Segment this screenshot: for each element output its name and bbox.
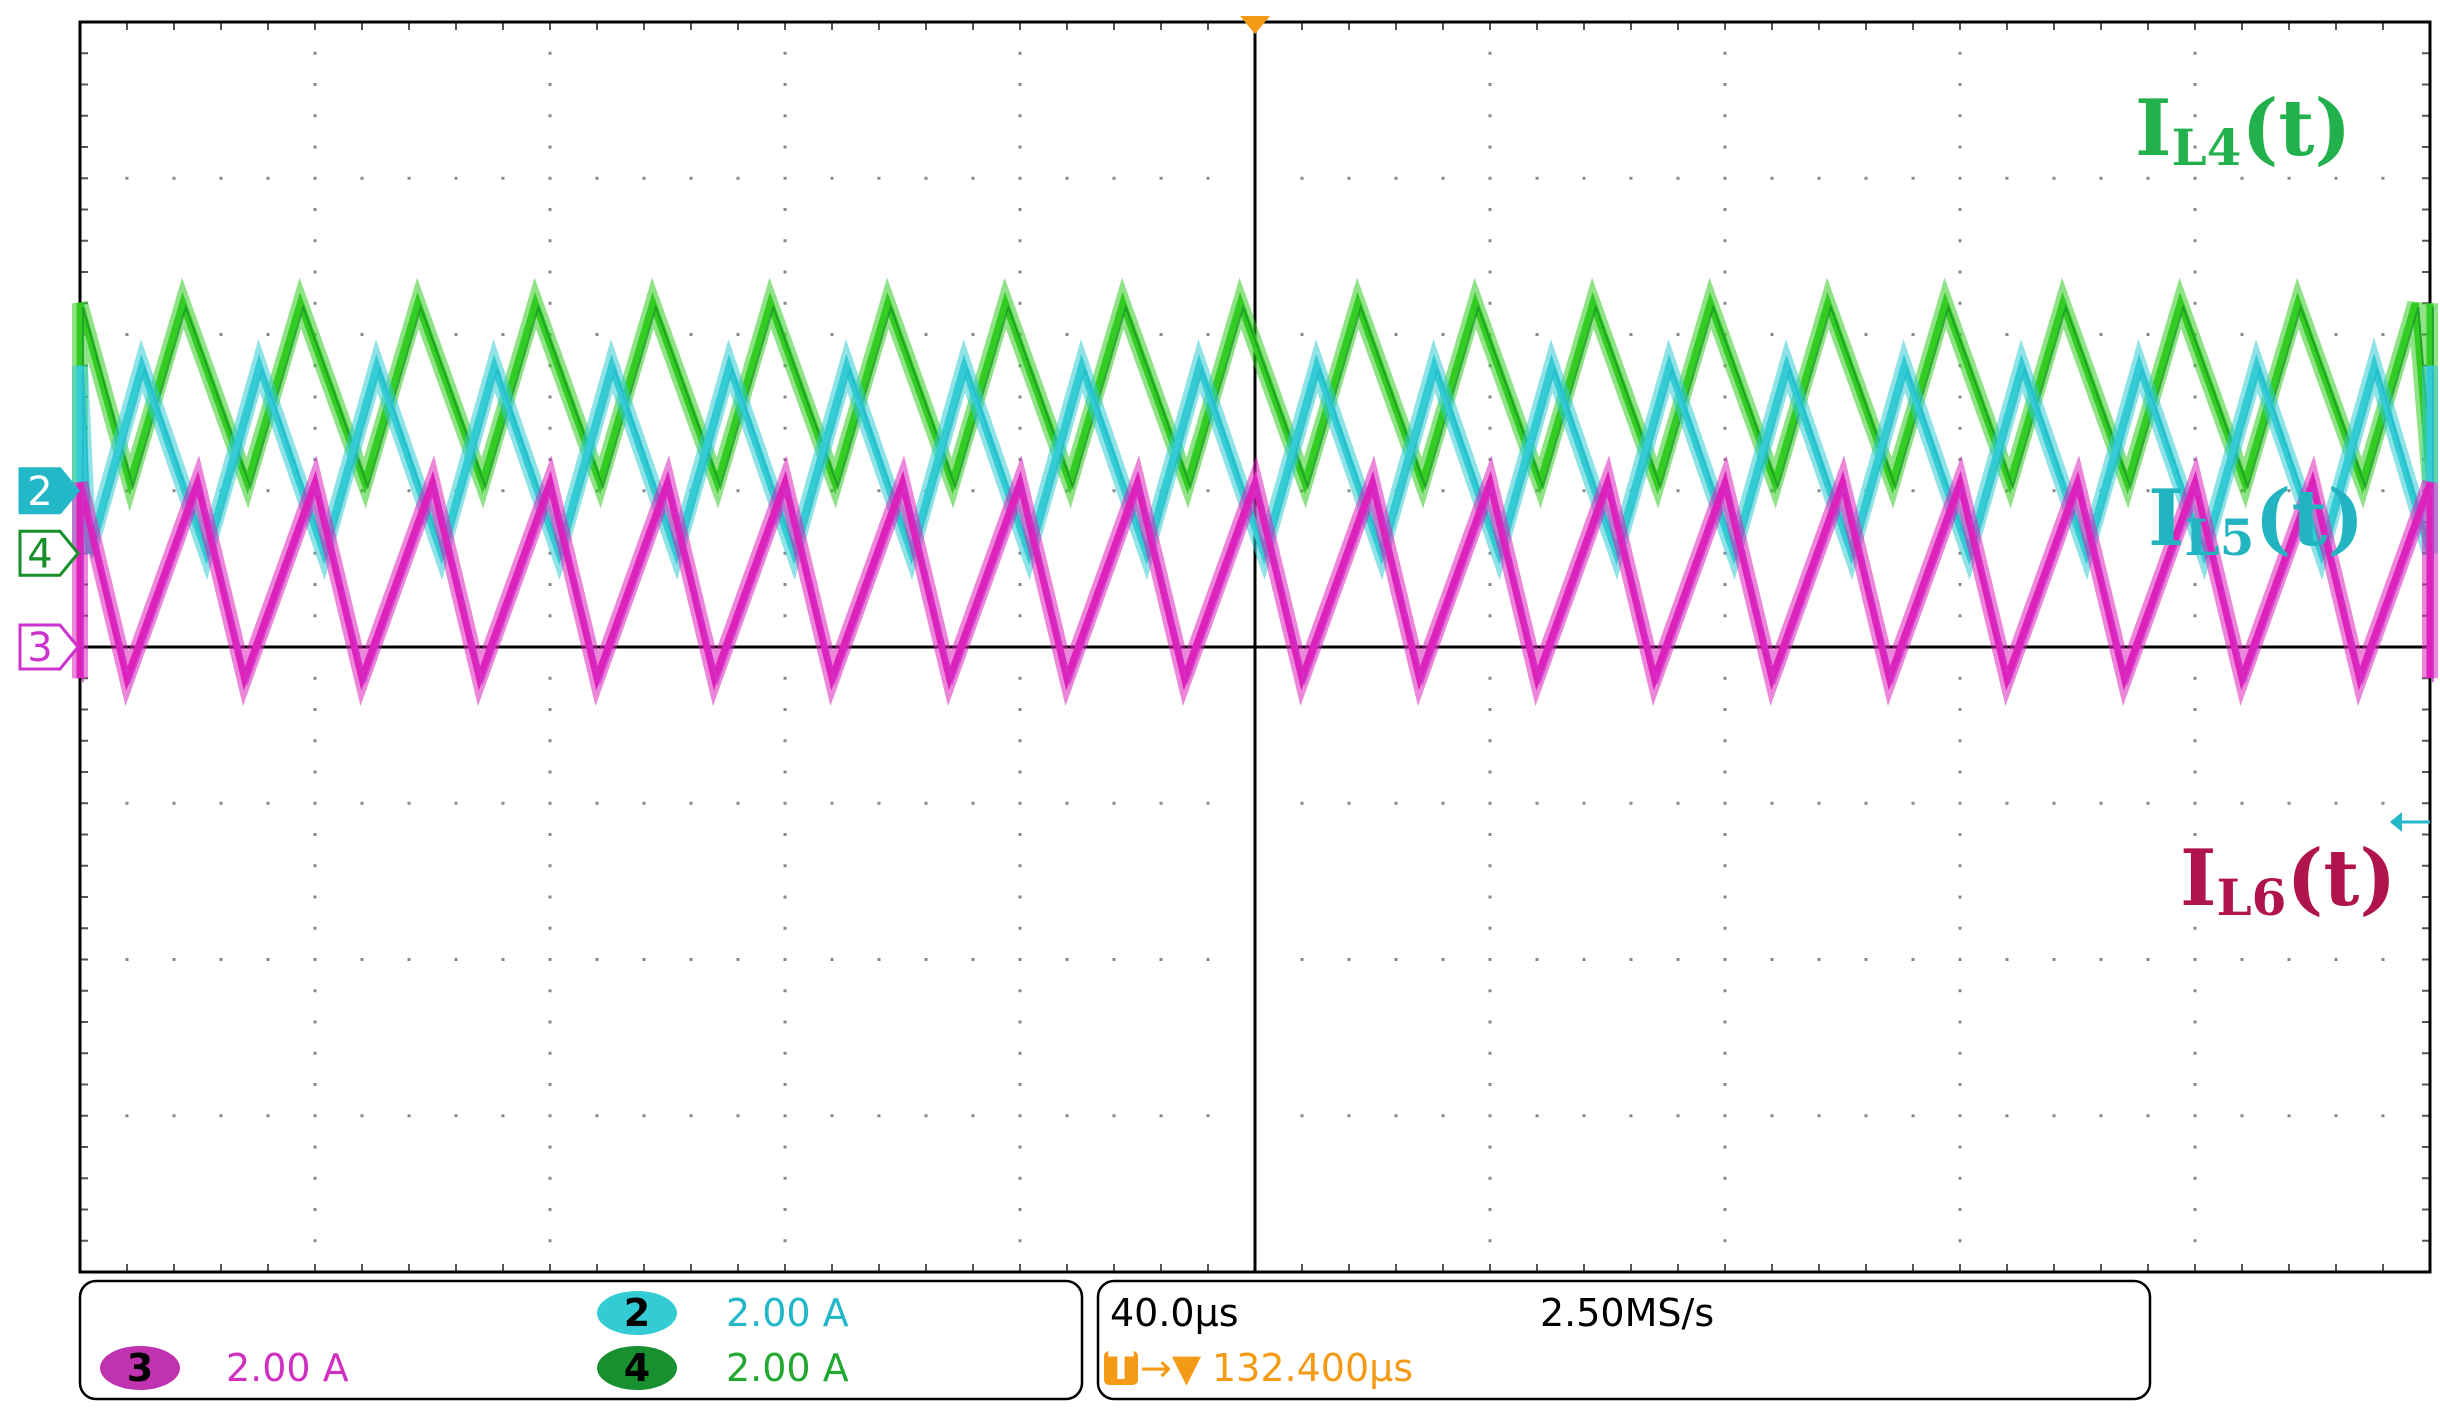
- channel-markers: 4 2 3: [18, 467, 80, 671]
- trace-ch3: [72, 455, 2438, 707]
- trace-ch2: [72, 337, 2438, 581]
- label-ch4: IL4(t): [2135, 83, 2351, 177]
- trigger-badge: T: [1108, 1344, 1134, 1388]
- trigger-level-marker[interactable]: [2390, 812, 2430, 832]
- ch4-scale-readout[interactable]: 4 2.00 A: [597, 1346, 849, 1390]
- ch3-badge: 3: [127, 1346, 153, 1390]
- timebase-readout[interactable]: 40.0μs: [1110, 1291, 1239, 1335]
- label-ch3: IL6(t): [2180, 833, 2396, 927]
- timebase-panel: 40.0μs 2.50MS/s T →▼ 132.400μs: [1096, 1279, 2152, 1401]
- ch2-marker-number: 2: [27, 469, 52, 515]
- ch4-badge: 4: [624, 1346, 650, 1390]
- sample-rate-readout[interactable]: 2.50MS/s: [1540, 1291, 1714, 1335]
- trigger-position-marker[interactable]: [1240, 16, 1270, 34]
- graticule: [78, 16, 2432, 1274]
- trace-ch3-line: [76, 470, 2434, 691]
- ch4-marker-number: 4: [27, 531, 52, 577]
- waveform-traces: [72, 277, 2438, 707]
- trigger-position-readout[interactable]: T →▼ 132.400μs: [1104, 1344, 1413, 1390]
- trace-ch2-shadow: [82, 366, 2434, 561]
- channel-scale-panel: 2 2.00 A 3 2.00 A 4 2.00 A: [78, 1279, 1084, 1401]
- trigger-arrow: →▼: [1140, 1346, 1202, 1390]
- ch2-ground-marker[interactable]: 2: [18, 467, 80, 515]
- label-ch2: IL5(t): [2148, 473, 2364, 567]
- ch2-badge: 2: [624, 1291, 650, 1335]
- ch3-scale-readout[interactable]: 3 2.00 A: [100, 1346, 349, 1390]
- waveform-labels: IL4(t) IL5(t) IL6(t): [2135, 83, 2396, 927]
- ch3-marker-number: 3: [27, 625, 52, 671]
- ch4-ground-marker[interactable]: 4: [18, 529, 80, 577]
- ch3-ground-marker[interactable]: 3: [18, 623, 80, 671]
- ch3-scale: 2.00 A: [226, 1346, 349, 1390]
- trigger-position-value: 132.400μs: [1212, 1346, 1413, 1390]
- ch2-scale: 2.00 A: [726, 1291, 849, 1335]
- ch4-scale: 2.00 A: [726, 1346, 849, 1390]
- trace-ch2-line: [76, 353, 2434, 566]
- trace-ch3-shadow: [82, 483, 2434, 686]
- ch2-scale-readout[interactable]: 2 2.00 A: [597, 1291, 849, 1335]
